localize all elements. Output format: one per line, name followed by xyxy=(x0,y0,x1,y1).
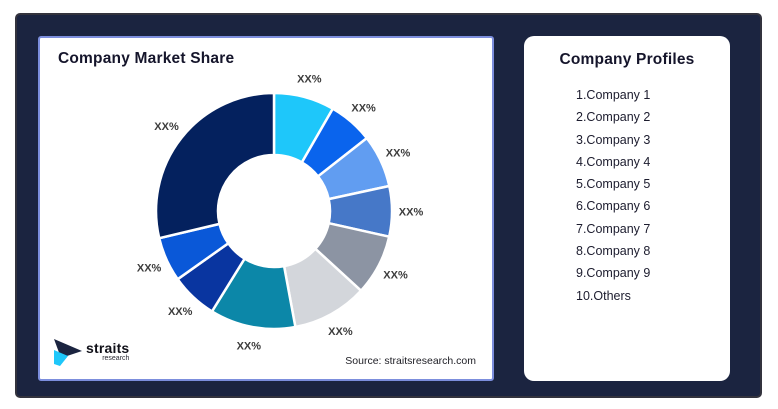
logo-name: straits xyxy=(86,340,130,356)
source-attribution: Source: straitsresearch.com xyxy=(345,355,476,367)
company-profiles-list: 1.Company 1 2.Company 2 3.Company 3 4.Compa… xyxy=(524,84,730,307)
segment-label: XX% xyxy=(237,341,262,353)
straits-logo-icon xyxy=(54,339,82,366)
donut-chart: XX% XX% XX% XX% XX% XX% XX% XX% XX% XX% xyxy=(137,74,424,353)
segment-label: XX% xyxy=(137,262,162,274)
segment-label: XX% xyxy=(399,206,424,218)
company-profile-item: 10.Others xyxy=(576,288,631,303)
market-share-card: XX% XX% XX% XX% XX% XX% XX% XX% XX% XX% Company M… xyxy=(38,36,494,381)
profiles-title: Company Profiles xyxy=(559,51,695,68)
logo-subtitle: research xyxy=(102,355,130,362)
segment-label: XX% xyxy=(168,306,193,318)
company-profile-item: 9.Company 9 xyxy=(576,266,651,281)
company-profile-item: 3.Company 3 xyxy=(576,132,651,147)
company-profile-item: 4.Company 4 xyxy=(576,154,651,169)
segment-label: XX% xyxy=(297,74,322,86)
logo-wordmark: straits research xyxy=(86,341,129,363)
company-profile-item: 7.Company 7 xyxy=(576,221,651,236)
chart-title: Company Market Share xyxy=(58,50,235,67)
segment-label: XX% xyxy=(351,102,376,114)
company-profiles-card: Company Profiles 1.Company 1 2.Company 2 3… xyxy=(524,36,730,381)
segment-label: XX% xyxy=(386,148,411,160)
donut-segment xyxy=(154,91,276,240)
company-profile-item: 2.Company 2 xyxy=(576,110,651,125)
company-profile-item: 8.Company 8 xyxy=(576,244,651,259)
segment-label: XX% xyxy=(328,326,353,338)
company-profile-item: 1.Company 1 xyxy=(576,88,651,102)
segment-label: XX% xyxy=(154,121,179,133)
segment-label: XX% xyxy=(383,269,408,281)
company-profile-item: 5.Company 5 xyxy=(576,177,651,192)
straits-research-logo: straits research xyxy=(52,337,129,369)
company-profile-item: 6.Company 6 xyxy=(576,199,651,214)
